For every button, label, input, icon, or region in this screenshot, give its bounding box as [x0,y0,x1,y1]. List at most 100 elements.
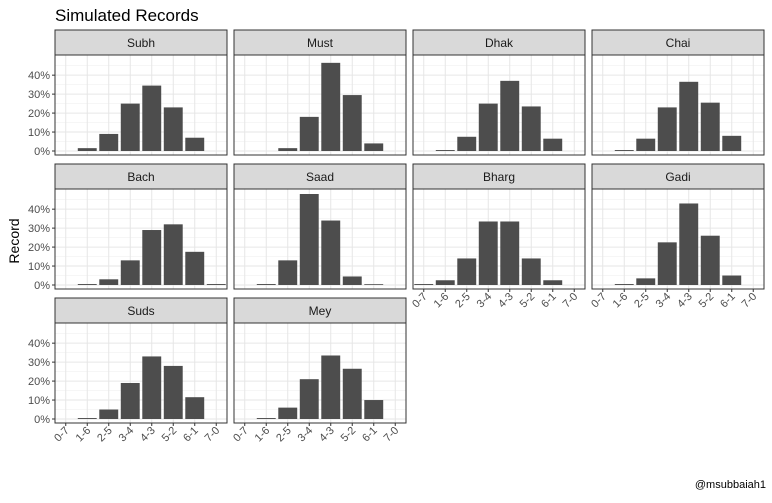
facet-panel-border [54,322,228,424]
bar-6-1 [185,137,205,151]
facet-panel-bg [592,189,764,289]
facet-panel-border [54,54,228,156]
y-tick-label: 30% [28,89,50,101]
x-tick-label: 2-5 [274,425,294,445]
y-tick-label: 10% [28,127,50,139]
x-tick-label: 6-1 [181,425,201,445]
bar-2-5 [278,260,298,285]
facet-strip-label: Bharg [483,170,515,184]
bar-5-2 [342,276,362,285]
x-tick-label: 6-1 [718,291,738,311]
y-tick-label: 20% [28,376,50,388]
y-tick-label: 40% [28,338,50,350]
facet-panel-border [591,188,765,290]
facet-strip [233,297,407,324]
y-tick-label: 30% [28,223,50,235]
bar-5-2 [163,224,183,285]
bar-4-3 [142,356,162,419]
y-tick-label: 0% [34,414,50,426]
x-tick-label: 3-4 [117,425,137,445]
bar-4-3 [321,62,341,151]
bar-1-6 [77,148,97,151]
facet-strip [54,297,228,324]
x-tick-label: 4-3 [138,425,158,445]
bar-3-4 [120,260,140,285]
bar-4-3 [500,80,520,151]
x-tick-label: 0-7 [410,291,430,311]
facet-panel-bg [413,55,585,155]
facet-strip-label: Suds [127,304,154,318]
facet-bach: Bach 0% 10% 20% 30% 40% [28,163,228,292]
facet-panels: Subh 0% 10% 20% 30% 40% Must Dhak Chai Bach 0% 10% 2… [28,29,765,445]
bar-4-3 [321,220,341,285]
facet-strip [233,163,407,190]
bar-5-2 [700,102,720,151]
facet-strip-label: Must [307,36,334,50]
x-tick-label: 3-4 [654,291,674,311]
y-tick-label: 10% [28,261,50,273]
facet-strip-label: Saad [306,170,334,184]
facet-strip-label: Subh [127,36,155,50]
bar-3-4 [120,382,140,419]
x-tick-label: 5-2 [160,425,180,445]
x-tick-label: 7-0 [561,291,581,311]
y-axis-label: Record [6,218,22,263]
bar-2-5 [636,278,656,285]
facet-subh: Subh 0% 10% 20% 30% 40% [28,29,228,158]
bar-3-4 [657,242,677,285]
facet-strip-label: Mey [309,304,332,318]
x-tick-label: 0-7 [52,425,72,445]
x-tick-label: 1-6 [611,291,631,311]
bar-1-6 [77,284,97,285]
bar-5-2 [342,95,362,151]
y-tick-label: 20% [28,108,50,120]
bar-1-6 [614,150,634,151]
bar-5-2 [163,107,183,151]
x-tick-label: 5-2 [697,291,717,311]
facet-panel-border [591,54,765,156]
x-tick-label: 6-1 [539,291,559,311]
bar-2-5 [278,407,298,419]
x-tick-label: 3-4 [475,291,495,311]
bar-2-5 [99,409,119,419]
bar-4-3 [142,85,162,151]
chart-title: Simulated Records [55,6,199,25]
y-tick-label: 10% [28,395,50,407]
facet-strip [591,163,765,190]
facet-gadi: Gadi 0-7 1-6 2-5 3-4 4-3 5-2 6-1 7-0 [589,163,765,311]
bar-6-1 [543,280,563,285]
bar-5-2 [342,368,362,419]
facet-strip-label: Dhak [485,36,514,50]
facet-must: Must [233,29,407,156]
facet-strip [54,29,228,56]
x-tick-label: 7-0 [740,291,760,311]
bar-6-1 [364,400,384,419]
bar-4-3 [500,221,520,285]
facet-bharg: Bharg 0-7 1-6 2-5 3-4 4-3 5-2 6-1 7-0 [410,163,586,311]
bar-6-1 [364,143,384,151]
bar-7-0 [206,284,226,285]
bar-5-2 [521,258,541,285]
y-tick-label: 40% [28,70,50,82]
bar-1-6 [77,418,97,419]
x-tick-label: 2-5 [95,425,115,445]
x-tick-label: 4-3 [675,291,695,311]
bar-2-5 [99,133,119,151]
facet-mey: Mey 0-7 1-6 2-5 3-4 4-3 5-2 6-1 7-0 [231,297,407,445]
facet-chai: Chai [591,29,765,156]
facet-panel-bg [234,189,406,289]
caption: @msubbaiah1 [695,479,766,491]
x-tick-label: 0-7 [589,291,609,311]
x-tick-label: 1-6 [253,425,273,445]
bar-4-3 [679,81,699,151]
bar-3-4 [657,107,677,151]
bar-3-4 [120,103,140,151]
bar-3-4 [478,221,498,285]
x-tick-label: 4-3 [317,425,337,445]
bar-6-1 [543,138,563,151]
bar-3-4 [299,194,319,285]
facet-dhak: Dhak [412,29,586,156]
facet-suds: Suds 0% 10% 20% 30% 40% 0-7 1-6 2-5 3-4 4-3 5-2 6-1 7… [28,297,228,445]
facet-panel-bg [234,55,406,155]
